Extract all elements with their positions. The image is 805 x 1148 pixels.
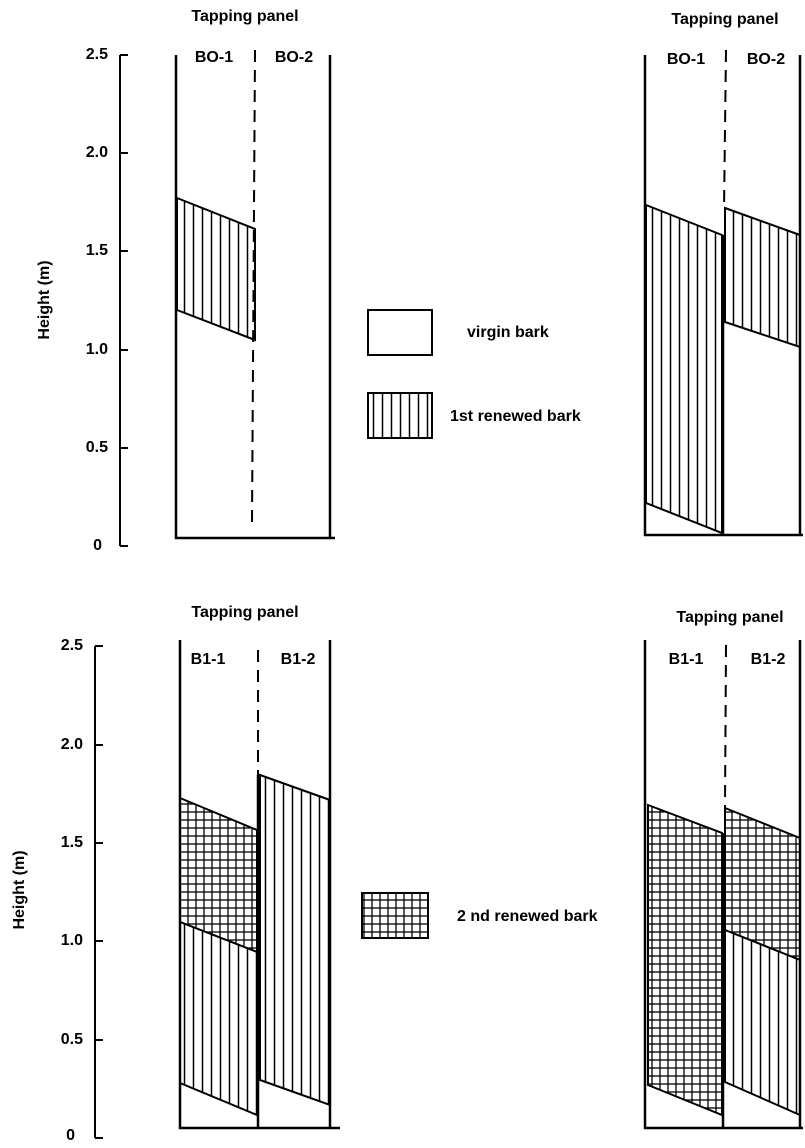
bottom-axis: [94, 645, 103, 1139]
section-label: B1-2: [281, 651, 316, 668]
tick-label: 1.5: [86, 242, 108, 259]
legend-swatch: [367, 392, 433, 439]
tick-label: 1.0: [86, 341, 108, 358]
tick-label: 1.0: [61, 932, 83, 949]
legend-label: 2 nd renewed bark: [457, 908, 598, 925]
legend-swatch: [367, 309, 433, 356]
axis-label: Height (m): [11, 850, 28, 929]
top-axis: [119, 54, 128, 547]
tick-label: 2.0: [86, 144, 108, 161]
tick-label: 2.5: [61, 637, 83, 654]
section-label: BO-2: [747, 51, 785, 68]
section-label: BO-1: [667, 51, 705, 68]
section-label: B1-1: [191, 651, 226, 668]
legend-label: 1st renewed bark: [450, 408, 581, 425]
panel-title: Tapping panel: [191, 8, 298, 25]
section-label: BO-1: [195, 49, 233, 66]
legend-label: virgin bark: [467, 324, 549, 341]
tick-label: 0: [93, 537, 102, 554]
panel: [178, 640, 340, 1130]
panel-title: Tapping panel: [671, 11, 778, 28]
panel-title: Tapping panel: [191, 604, 298, 621]
panel: [174, 49, 335, 540]
tick-label: 1.5: [61, 834, 83, 851]
legend-swatch: [361, 892, 429, 939]
tick-label: 0.5: [61, 1031, 83, 1048]
section-label: BO-2: [275, 49, 313, 66]
panel: [643, 49, 803, 537]
tick-label: 2.0: [61, 736, 83, 753]
tick-label: 0: [66, 1127, 75, 1144]
axis-label: Height (m): [36, 260, 53, 339]
section-label: B1-1: [669, 651, 704, 668]
panel-title: Tapping panel: [676, 609, 783, 626]
section-label: B1-2: [751, 651, 786, 668]
panel: [643, 640, 803, 1130]
tick-label: 2.5: [86, 46, 108, 63]
tick-label: 0.5: [86, 439, 108, 456]
